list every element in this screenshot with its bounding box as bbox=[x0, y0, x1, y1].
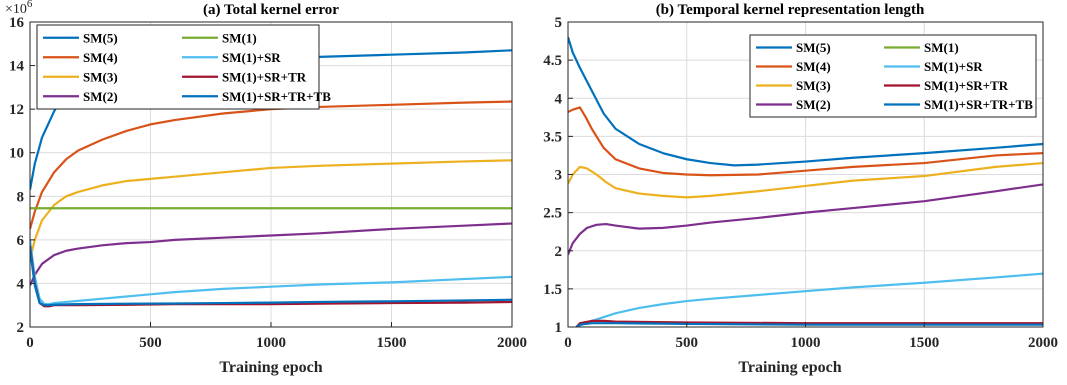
chart-temporal-kernel-length: (b) Temporal kernel representation lengt… bbox=[543, 2, 1058, 376]
chart-a-series-sm-1-sr bbox=[30, 239, 512, 306]
chart-b-title: (b) Temporal kernel representation lengt… bbox=[656, 2, 925, 18]
chart-a-y-tick-label: 16 bbox=[9, 15, 25, 31]
chart-a-ticks: 0 500 1000 1500 2000 2 4 6 8 10 12 14 16 bbox=[9, 15, 527, 351]
chart-a-legend-label-sm-5: SM(5) bbox=[83, 30, 118, 45]
chart-b-legend-box bbox=[749, 34, 1037, 118]
chart-b-x-tick-label: 500 bbox=[676, 335, 699, 351]
chart-a-legend-label-sm-3: SM(3) bbox=[83, 69, 118, 84]
chart-b-x-tick-label: 0 bbox=[564, 335, 572, 351]
chart-a-series-sm-4 bbox=[30, 100, 512, 230]
chart-a-y-tick-label: 6 bbox=[17, 233, 25, 249]
chart-b-series-sm-3 bbox=[568, 161, 1043, 199]
chart-b-legend: SM(5) SM(4) SM(3) SM(2) SM(1) SM(1)+SR SM(1)+S… bbox=[749, 34, 1037, 118]
chart-a-x-axis-label: Training epoch bbox=[219, 359, 322, 376]
chart-a-y-tick-label: 8 bbox=[17, 189, 25, 205]
chart-b-y-tick-label: 3 bbox=[555, 168, 563, 184]
chart-b-y-tick-label: 3.5 bbox=[543, 129, 562, 145]
chart-a-legend: SM(5) SM(4) SM(3) SM(2) SM(1) SM(1)+SR SM(1)+S… bbox=[36, 24, 331, 110]
chart-total-kernel-error: (a) Total kernel error ×106 0 500 1000 1500… bbox=[5, 0, 527, 376]
chart-a-x-tick-label: 1500 bbox=[377, 335, 407, 351]
chart-b-x-tick-label: 2000 bbox=[1028, 335, 1058, 351]
chart-a-y-tick-label: 12 bbox=[9, 102, 24, 118]
chart-b-x-tick-label: 1500 bbox=[909, 335, 939, 351]
chart-a-y-tick-label: 10 bbox=[9, 146, 24, 162]
chart-b-series-sm-5 bbox=[568, 36, 1043, 167]
chart-a-legend-box bbox=[36, 24, 320, 110]
chart-a-series-sm-1-sr-tr-tb bbox=[30, 248, 512, 307]
chart-b-legend-label-sm-1: SM(1) bbox=[924, 40, 959, 55]
chart-b-legend-label-sm-5: SM(5) bbox=[796, 40, 831, 55]
chart-a-x-tick-label: 0 bbox=[26, 335, 34, 351]
chart-a-legend-label-sm-1-sr-tr: SM(1)+SR+TR bbox=[222, 69, 307, 84]
chart-b-series-sm-4 bbox=[568, 106, 1043, 177]
chart-b-legend-label-sm-4: SM(4) bbox=[796, 59, 831, 74]
chart-b-legend-label-sm-1-sr-tr-tb: SM(1)+SR+TR+TB bbox=[924, 97, 1033, 112]
chart-a-title: (a) Total kernel error bbox=[203, 2, 339, 18]
chart-a-x-tick-label: 1000 bbox=[256, 335, 286, 351]
chart-b-y-tick-label: 5 bbox=[555, 15, 563, 31]
chart-a-legend-label-sm-1-sr-tr-tb: SM(1)+SR+TR+TB bbox=[222, 89, 331, 104]
chart-b-y-tick-label: 1.5 bbox=[543, 282, 562, 298]
chart-b-y-tick-label: 4.5 bbox=[543, 53, 562, 69]
chart-b-y-tick-label: 1 bbox=[555, 320, 563, 336]
chart-a-y-multiplier: ×106 bbox=[5, 0, 33, 17]
chart-a-x-tick-label: 2000 bbox=[497, 335, 527, 351]
chart-b-legend-label-sm-1-sr-tr: SM(1)+SR+TR bbox=[924, 78, 1009, 93]
chart-a-y-tick-label: 4 bbox=[17, 276, 25, 292]
chart-b-legend-label-sm-1-sr: SM(1)+SR bbox=[924, 59, 983, 74]
chart-b-legend-label-sm-3: SM(3) bbox=[796, 78, 831, 93]
chart-a-y-tick-label: 14 bbox=[9, 59, 25, 75]
chart-b-legend-label-sm-2: SM(2) bbox=[796, 97, 831, 112]
chart-a-legend-label-sm-1-sr: SM(1)+SR bbox=[222, 50, 281, 65]
chart-b-series-sm-2 bbox=[568, 183, 1043, 255]
chart-b-y-tick-label: 2 bbox=[555, 244, 563, 260]
chart-b-y-tick-label: 2.5 bbox=[543, 206, 562, 222]
chart-a-series-sm-2 bbox=[30, 222, 512, 287]
chart-b-x-tick-label: 1000 bbox=[791, 335, 821, 351]
chart-a-series-sm-3 bbox=[30, 159, 512, 260]
chart-a-y-tick-label: 2 bbox=[17, 320, 25, 336]
chart-b-y-tick-label: 4 bbox=[555, 91, 563, 107]
chart-b-x-axis-label: Training epoch bbox=[738, 359, 841, 376]
chart-a-x-tick-label: 500 bbox=[139, 335, 162, 351]
chart-a-legend-label-sm-2: SM(2) bbox=[83, 89, 118, 104]
chart-a-legend-label-sm-1: SM(1) bbox=[222, 30, 257, 45]
chart-b-ticks: 0 500 1000 1500 2000 1 1.5 2 2.5 3 3.5 4 4.5 5 bbox=[543, 15, 1058, 351]
chart-a-series bbox=[30, 49, 512, 308]
chart-a-legend-label-sm-4: SM(4) bbox=[83, 50, 118, 65]
